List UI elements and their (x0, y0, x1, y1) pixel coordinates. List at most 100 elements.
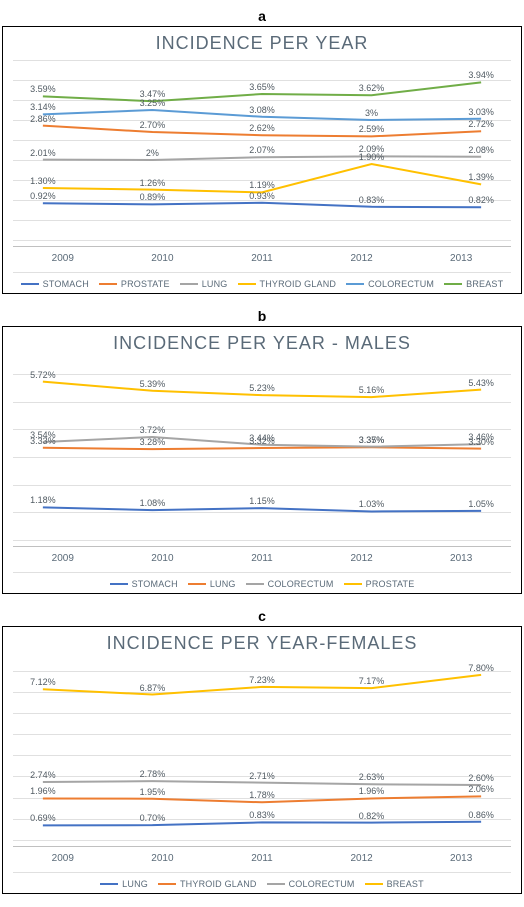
x-tick-label: 2009 (13, 253, 113, 264)
legend-label: LUNG (122, 879, 148, 889)
data-label: 5.39% (140, 379, 166, 389)
data-label: 3.65% (249, 82, 275, 92)
data-label: 2.72% (468, 119, 494, 129)
legend-swatch (365, 883, 383, 885)
data-label: 7.23% (249, 675, 275, 685)
legend-swatch (346, 283, 364, 285)
chart-title: INCIDENCE PER YEAR-FEMALES (13, 633, 511, 654)
data-label: 3.28% (140, 437, 166, 447)
legend-item: COLORECTUM (346, 279, 434, 289)
legend: STOMACH PROSTATE LUNG THYROID GLAND COLORECT… (13, 272, 511, 289)
legend-item: THYROID GLAND (238, 279, 337, 289)
x-tick-label: 2010 (113, 553, 213, 564)
data-label: 0.82% (359, 811, 385, 821)
data-label: 2.62% (249, 123, 275, 133)
x-axis: 20092010201120122013 (13, 246, 511, 264)
data-label: 1.39% (468, 172, 494, 182)
data-label: 3.72% (140, 425, 166, 435)
data-label: 6.87% (140, 683, 166, 693)
data-label: 0.92% (30, 191, 56, 201)
legend-label: THYROID GLAND (260, 279, 337, 289)
data-label: 5.23% (249, 383, 275, 393)
plot-area: 1.18%1.08%1.15%1.03%1.05%3.33%3.28%3.32%… (13, 360, 511, 540)
data-label: 0.69% (30, 813, 56, 823)
x-tick-label: 2010 (113, 853, 213, 864)
data-label: 0.83% (249, 810, 275, 820)
data-label: 2.60% (468, 773, 494, 783)
legend-item: STOMACH (110, 579, 178, 589)
legend-swatch (100, 883, 118, 885)
legend-label: LUNG (210, 579, 236, 589)
legend-swatch (267, 883, 285, 885)
legend-item: BREAST (444, 279, 503, 289)
series-line (43, 507, 481, 511)
data-label: 0.82% (468, 195, 494, 205)
series-line (43, 781, 481, 785)
data-label: 3.54% (30, 430, 56, 440)
legend-item: LUNG (180, 279, 228, 289)
data-label: 7.80% (468, 663, 494, 673)
data-label: 2.63% (359, 772, 385, 782)
chart-title: INCIDENCE PER YEAR - MALES (13, 333, 511, 354)
legend-item: COLORECTUM (267, 879, 355, 889)
data-label: 2.59% (359, 124, 385, 134)
legend-swatch (158, 883, 176, 885)
data-label: 2.78% (140, 769, 166, 779)
data-label: 2.71% (249, 771, 275, 781)
data-label: 5.43% (468, 378, 494, 388)
data-label: 3.14% (30, 102, 56, 112)
data-label: 2.07% (249, 145, 275, 155)
series-line (43, 822, 481, 826)
x-tick-label: 2013 (411, 853, 511, 864)
x-tick-label: 2009 (13, 853, 113, 864)
data-label: 1.08% (140, 498, 166, 508)
data-label: 3.47% (140, 89, 166, 99)
legend-item: PROSTATE (99, 279, 170, 289)
data-label: 3.37% (359, 435, 385, 445)
legend-item: BREAST (365, 879, 424, 889)
data-label: 5.72% (30, 370, 56, 380)
series-line (43, 203, 481, 207)
legend-swatch (180, 283, 198, 285)
legend-swatch (344, 583, 362, 585)
legend-label: COLORECTUM (368, 279, 434, 289)
legend-label: COLORECTUM (289, 879, 355, 889)
legend-label: BREAST (387, 879, 424, 889)
legend-item: COLORECTUM (246, 579, 334, 589)
gridline (13, 240, 511, 241)
data-label: 1.90% (359, 152, 385, 162)
data-label: 3.03% (468, 107, 494, 117)
data-label: 3.62% (359, 83, 385, 93)
panel-label: a (0, 0, 524, 26)
x-tick-label: 2009 (13, 553, 113, 564)
data-label: 2% (146, 148, 159, 158)
data-label: 3.46% (468, 432, 494, 442)
data-label: 1.30% (30, 176, 56, 186)
legend-label: THYROID GLAND (180, 879, 257, 889)
plot-area: 0.92%0.89%0.93%0.83%0.82%2.86%2.70%2.62%… (13, 60, 511, 240)
legend-swatch (238, 283, 256, 285)
data-label: 0.83% (359, 195, 385, 205)
data-label: 3.25% (140, 98, 166, 108)
chart-panel: INCIDENCE PER YEAR-FEMALES0.69%0.70%0.83… (2, 626, 522, 894)
data-label: 1.96% (359, 786, 385, 796)
data-label: 1.15% (249, 496, 275, 506)
legend-label: PROSTATE (121, 279, 170, 289)
x-tick-label: 2010 (113, 253, 213, 264)
legend-item: STOMACH (21, 279, 89, 289)
data-label: 2.06% (468, 784, 494, 794)
data-label: 3% (365, 108, 378, 118)
legend-swatch (110, 583, 128, 585)
data-label: 0.86% (468, 810, 494, 820)
plot-area: 0.69%0.70%0.83%0.82%0.86%1.96%1.95%1.78%… (13, 660, 511, 840)
legend-swatch (246, 583, 264, 585)
gridline (13, 540, 511, 541)
data-label: 0.89% (140, 192, 166, 202)
data-label: 2.08% (468, 145, 494, 155)
data-label: 1.03% (359, 499, 385, 509)
x-tick-label: 2013 (411, 253, 511, 264)
legend-swatch (99, 283, 117, 285)
legend-label: STOMACH (43, 279, 89, 289)
data-label: 1.05% (468, 499, 494, 509)
x-tick-label: 2012 (312, 853, 412, 864)
